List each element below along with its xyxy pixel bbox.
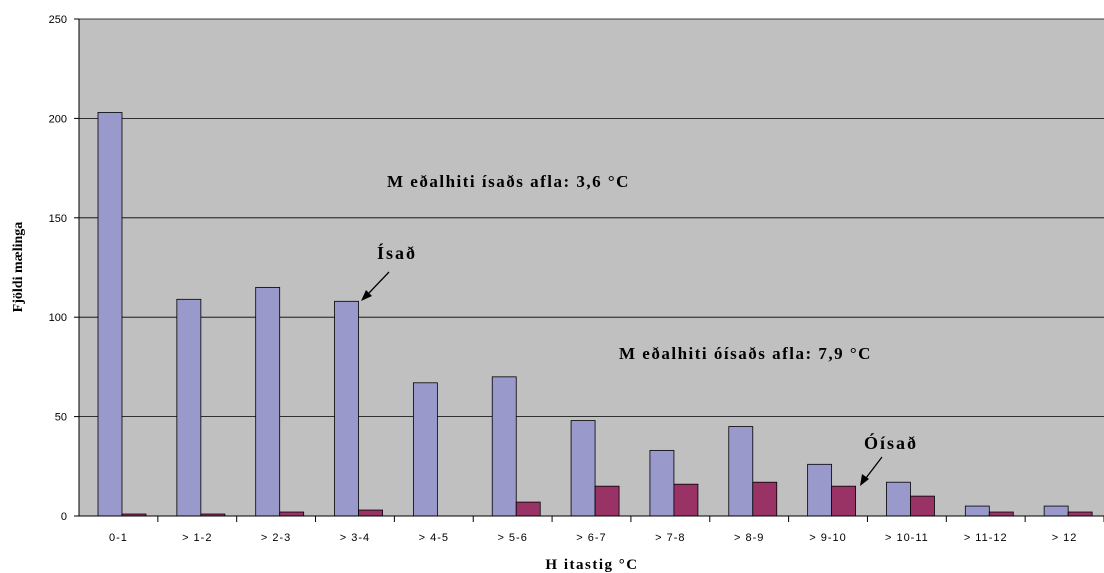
label-iced: Ísað — [377, 242, 417, 263]
bar-oisad — [988, 511, 1014, 517]
y-axis-ticks: 0 50 100 150 200 250 — [49, 14, 79, 523]
arrow-iced — [361, 271, 390, 301]
bar-oisad — [910, 495, 935, 517]
x-tick-label: > 9-10 — [809, 532, 847, 544]
bar-isad — [1043, 505, 1069, 517]
bar-isad — [334, 300, 359, 517]
bar-isad — [886, 481, 911, 517]
bar-oisad — [594, 485, 620, 517]
annotation-mean-uniced: M eðalhiti óísaðs afla: 7,9 °C — [619, 344, 872, 363]
bar-isad — [176, 298, 202, 517]
y-tick-label: 150 — [49, 213, 67, 225]
y-tick-label: 100 — [49, 312, 67, 324]
x-tick-label: > 11-12 — [964, 532, 1008, 544]
bar-oisad — [279, 511, 305, 517]
x-tick-label: > 5-6 — [497, 532, 527, 544]
x-axis-ticks: 0-1 > 1-2 > 2-3 > 3-4 > 4-5 > 5-6 > 6-7 > 7-8 > … — [109, 516, 1104, 544]
bar-oisad — [515, 501, 541, 517]
annotation-mean-iced: M eðalhiti ísaðs afla: 3,6 °C — [387, 172, 630, 191]
bar-isad — [491, 376, 517, 517]
y-tick-label: 0 — [61, 511, 67, 523]
x-tick-label: 0-1 — [109, 532, 128, 544]
y-tick-label: 200 — [49, 113, 67, 125]
x-tick-label: > 3-4 — [340, 532, 370, 544]
bar-oisad — [752, 481, 778, 517]
x-tick-label: > 10-11 — [885, 532, 929, 544]
x-tick-label: > 2-3 — [261, 532, 291, 544]
x-tick-label: > 12 — [1052, 532, 1078, 544]
x-tick-label: > 4-5 — [419, 532, 449, 544]
bar-oisad — [831, 485, 857, 517]
arrow-uniced — [860, 456, 883, 486]
x-axis-title: H itastig °C — [545, 557, 638, 573]
bars — [97, 112, 1093, 517]
bar-isad — [728, 426, 754, 517]
bar-isad — [570, 420, 596, 517]
bar-isad — [964, 505, 990, 517]
bar-oisad — [1067, 511, 1093, 517]
bar-oisad — [358, 509, 383, 517]
label-uniced: Óísað — [864, 432, 918, 453]
bar-isad — [649, 449, 675, 517]
bar-isad — [412, 382, 438, 517]
x-tick-label: > 8-9 — [734, 532, 764, 544]
y-tick-label: 250 — [49, 14, 67, 26]
bar-isad — [255, 286, 281, 517]
bar-isad — [807, 463, 833, 517]
x-tick-label: > 1-2 — [182, 532, 212, 544]
y-axis-title: Fjöldi mælinga — [11, 222, 26, 313]
bar-oisad — [673, 483, 699, 517]
bar-isad — [97, 112, 123, 517]
x-tick-label: > 6-7 — [576, 532, 606, 544]
gridlines — [79, 18, 1104, 418]
x-tick-label: > 7-8 — [655, 532, 685, 544]
y-tick-label: 50 — [55, 412, 67, 424]
